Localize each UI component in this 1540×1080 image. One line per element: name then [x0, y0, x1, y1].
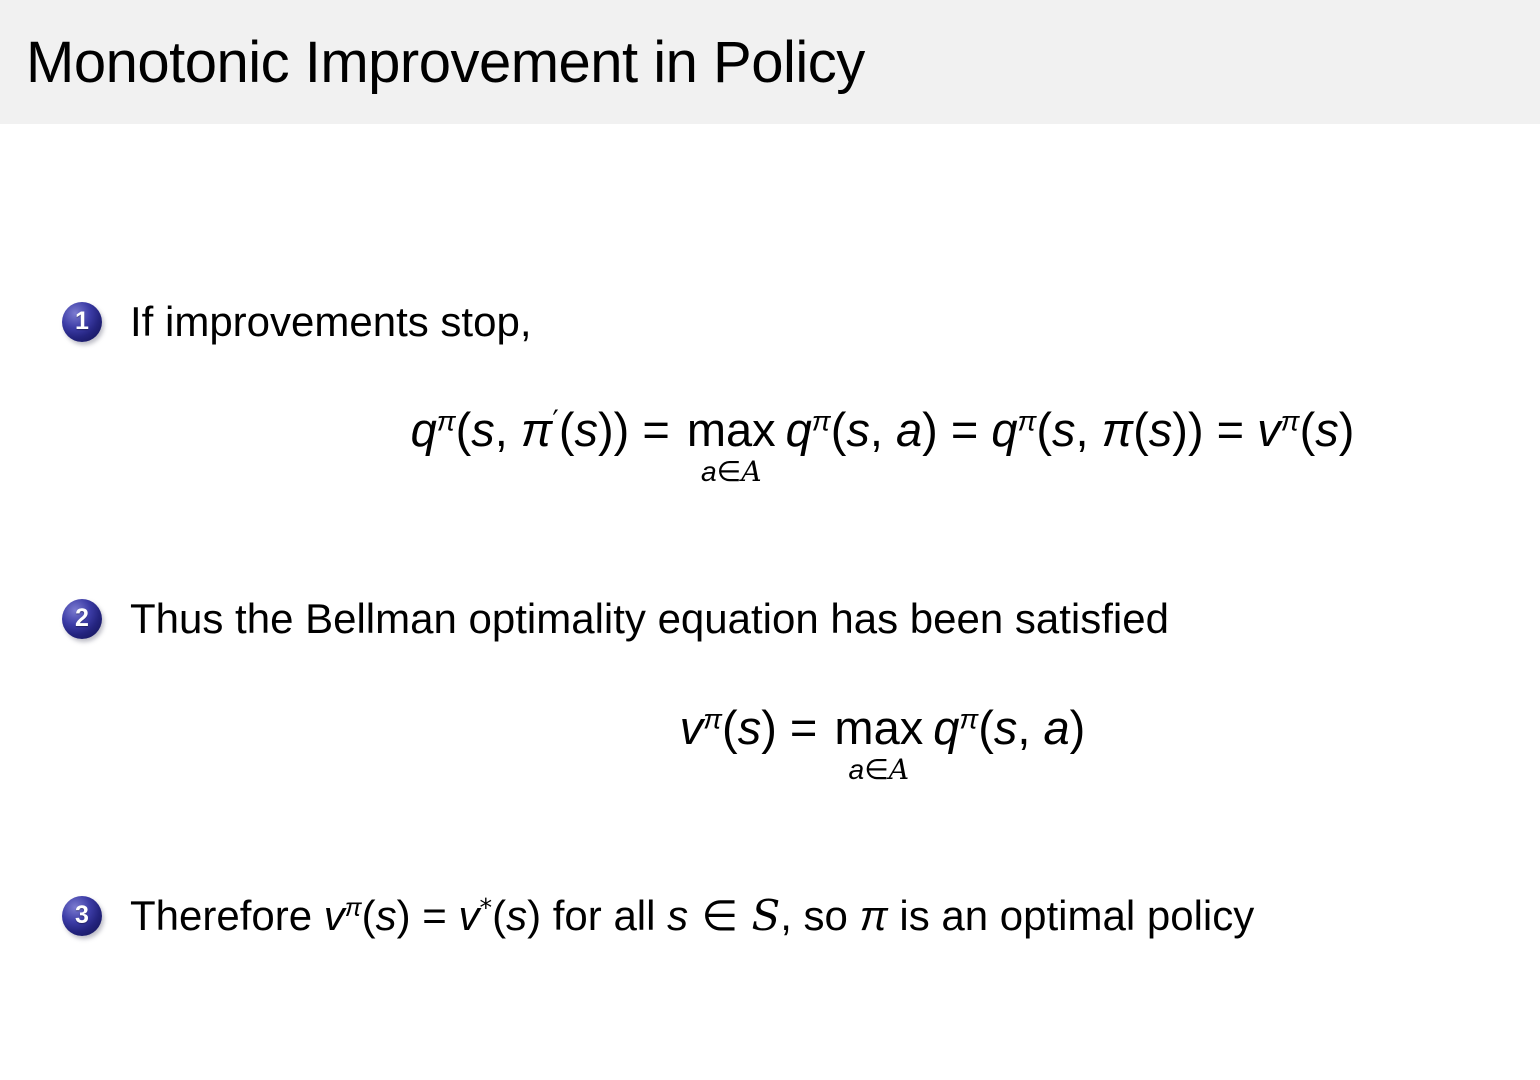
math-token: s — [667, 892, 689, 940]
math-token: s — [1052, 402, 1076, 456]
math-token: π — [436, 404, 456, 437]
math-token: π — [1017, 404, 1037, 437]
math-token: s — [375, 892, 397, 940]
list-item-1: 1 If improvements stop, — [62, 297, 1540, 347]
math-token: a — [848, 752, 865, 785]
max-subscript: a∈A — [701, 457, 762, 486]
math-token: v — [458, 892, 480, 940]
item-text-2: Thus the Bellman optimality equation has… — [130, 595, 1169, 643]
math-token: π — [959, 702, 979, 735]
equation-2-block: vπ(s) = max a∈A qπ(s, a) — [0, 700, 1540, 785]
math-token: ( — [361, 892, 376, 940]
item-text-3: Therefore vπ(s) = v*(s) for all s ∈ S, s… — [130, 891, 1254, 941]
math-token: ( — [978, 700, 994, 754]
math-token: , so — [780, 892, 860, 940]
math-token: s — [846, 402, 870, 456]
list-item-2: 2 Thus the Bellman optimality equation h… — [62, 594, 1540, 644]
math-token: π — [1101, 402, 1134, 456]
math-token: , — [869, 402, 896, 456]
equation-2: vπ(s) = max a∈A qπ(s, a) — [680, 700, 1086, 785]
math-token: ( — [558, 402, 575, 456]
math-token: s — [506, 892, 528, 940]
title-bar: Monotonic Improvement in Policy — [0, 0, 1540, 124]
math-token: for all — [541, 892, 668, 940]
item-number: 3 — [75, 901, 89, 930]
math-token: )) = — [1172, 402, 1258, 456]
math-token: ∈ — [688, 891, 752, 941]
math-token: ∈ — [716, 454, 742, 488]
math-token: ′ — [552, 404, 559, 438]
math-token: s — [574, 402, 598, 456]
math-token: π — [344, 894, 362, 923]
math-token: a — [700, 454, 717, 487]
math-token: A — [888, 752, 910, 786]
math-token: q — [410, 402, 437, 456]
math-token: π — [520, 402, 553, 456]
max-label: max — [834, 700, 924, 754]
math-token: ( — [830, 402, 847, 456]
math-token: * — [479, 893, 493, 923]
math-token: s — [737, 700, 762, 754]
math-token: π — [811, 404, 831, 437]
math-token: ∈ — [864, 752, 889, 786]
math-token: v — [323, 892, 345, 940]
math-token: q — [785, 402, 812, 456]
item-number-ball-3: 3 — [62, 895, 102, 936]
math-token: v — [679, 700, 704, 754]
max-subscript: a∈A — [849, 755, 910, 784]
math-token: , — [1075, 402, 1102, 456]
max-operator: max a∈A — [834, 700, 924, 785]
math-token: )) = — [597, 402, 683, 456]
item-number: 1 — [75, 307, 89, 336]
page-title: Monotonic Improvement in Policy — [26, 29, 865, 95]
math-token: s — [1315, 402, 1339, 456]
math-token: ( — [1036, 402, 1053, 456]
item-number-ball-1: 1 — [62, 301, 102, 342]
item-number: 2 — [75, 604, 89, 633]
math-token: , — [1017, 700, 1044, 754]
equation-1: qπ(s, π′(s)) = max a∈A qπ(s, a) = qπ(s, π(… — [411, 402, 1355, 487]
math-token: A — [741, 454, 762, 488]
math-token: π — [1280, 404, 1300, 437]
math-token: a — [1043, 700, 1070, 754]
math-token: s — [471, 402, 495, 456]
math-token: ) — [1069, 700, 1086, 754]
item-text-1: If improvements stop, — [130, 298, 532, 345]
math-token: S — [751, 891, 781, 941]
math-token: Therefore — [130, 892, 324, 940]
math-token: a — [895, 402, 923, 456]
math-token: ( — [722, 700, 738, 754]
math-token: ) — [1338, 402, 1355, 456]
math-token: s — [1148, 402, 1173, 456]
math-token: v — [1257, 402, 1281, 456]
math-token: , — [494, 402, 521, 456]
math-token: s — [993, 700, 1018, 754]
math-token: q — [933, 700, 960, 754]
math-token: q — [991, 402, 1018, 456]
math-token: ( — [1133, 402, 1149, 456]
math-token: ) = — [396, 892, 459, 940]
math-token: π — [859, 892, 888, 940]
math-token: ) = — [922, 402, 992, 456]
list-item-3: 3 Therefore vπ(s) = v*(s) for all s ∈ S,… — [62, 891, 1540, 941]
math-token: π — [703, 702, 723, 735]
math-token: ) = — [761, 700, 831, 754]
math-token: is an optimal policy — [887, 892, 1255, 940]
max-operator: max a∈A — [686, 402, 776, 487]
equation-1-block: qπ(s, π′(s)) = max a∈A qπ(s, a) = qπ(s, π(… — [0, 402, 1540, 487]
math-token: ( — [1299, 402, 1316, 456]
item-number-ball-2: 2 — [62, 598, 102, 639]
math-token: ( — [455, 402, 472, 456]
math-token: ) — [527, 892, 542, 940]
max-label: max — [686, 402, 776, 456]
math-token: ( — [492, 892, 507, 940]
